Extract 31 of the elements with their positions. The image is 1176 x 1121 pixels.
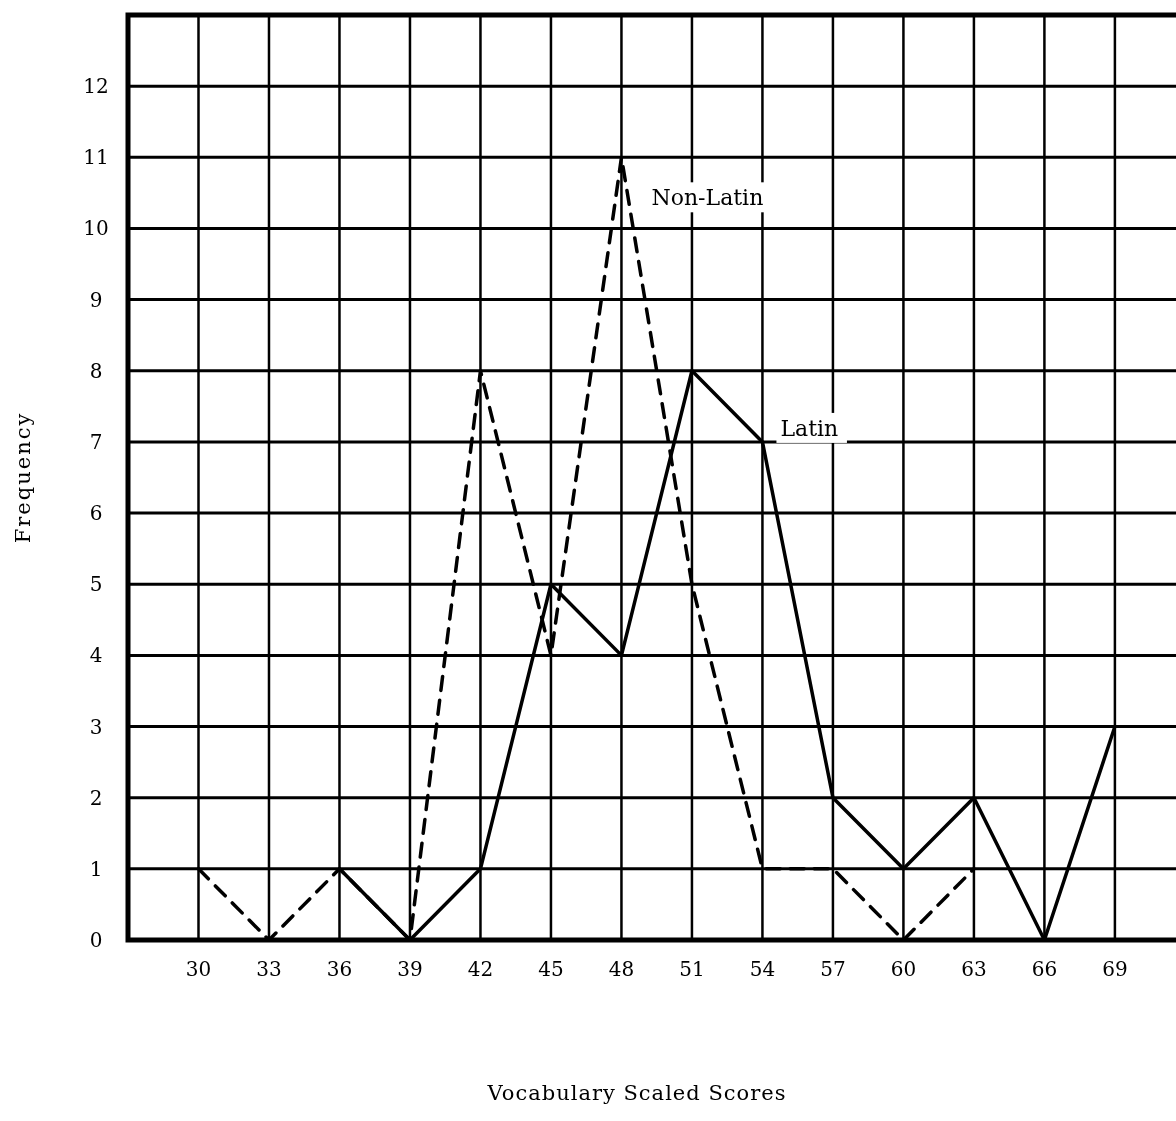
x-tick-label: 48 (608, 957, 635, 981)
x-tick-label: 57 (820, 957, 846, 981)
y-tick-label: 0 (89, 928, 103, 952)
x-tick-label: 36 (326, 957, 353, 981)
x-tick-label: 30 (185, 957, 212, 981)
y-tick-label: 6 (89, 501, 103, 526)
y-tick-label: 8 (89, 358, 103, 383)
y-tick-label: 1 (89, 856, 103, 881)
x-tick-label: 63 (961, 957, 987, 981)
x-tick-label: 51 (679, 957, 705, 981)
x-tick-label: 42 (467, 957, 494, 981)
x-tick-label: 33 (256, 957, 282, 981)
x-tick-label: 39 (397, 957, 423, 981)
y-tick-label: 7 (89, 429, 103, 454)
y-tick-label: 10 (83, 216, 109, 241)
y-tick-label: 12 (83, 74, 109, 99)
x-tick-label: 69 (1102, 957, 1128, 981)
y-tick-label: 5 (89, 572, 103, 597)
x-tick-label: 66 (1031, 957, 1058, 981)
x-tick-label: 54 (749, 957, 776, 981)
x-tick-label: 60 (890, 957, 917, 981)
x-tick-label: 45 (538, 957, 564, 981)
y-tick-label: 2 (89, 785, 103, 810)
series-label: Non-Latin (651, 185, 764, 211)
y-tick-label: 4 (89, 643, 103, 668)
y-tick-label: 3 (89, 714, 103, 739)
series-label: Latin (780, 415, 839, 441)
y-tick-label: 11 (83, 145, 109, 170)
x-axis-title: Vocabulary Scaled Scores (486, 1081, 787, 1105)
y-tick-label: 9 (89, 287, 103, 312)
y-axis-title: Frequency (11, 411, 35, 544)
